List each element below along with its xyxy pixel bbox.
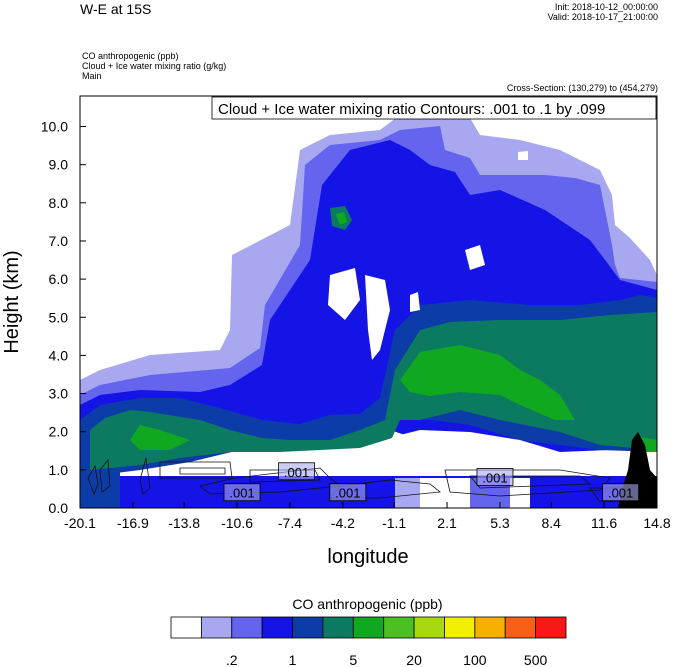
colorbar-swatch bbox=[535, 616, 567, 639]
co-band-green bbox=[130, 425, 190, 450]
plot-title: W-E at 15S bbox=[80, 1, 152, 17]
contour-label: .001 bbox=[608, 486, 633, 501]
y-tick-label: 8.0 bbox=[49, 195, 69, 211]
x-tick-label: -20.1 bbox=[64, 515, 96, 531]
co-band-green bbox=[400, 345, 575, 420]
contour-label: .001 bbox=[482, 470, 507, 485]
y-axis-label: Height (km) bbox=[1, 250, 23, 353]
colorbar-swatch bbox=[504, 616, 537, 639]
colorbar-swatch bbox=[383, 616, 415, 639]
y-tick-label: 2.0 bbox=[49, 424, 69, 440]
clear-region bbox=[410, 292, 420, 312]
clear-region bbox=[518, 151, 528, 160]
co-band-green-upper bbox=[336, 212, 347, 225]
field-label-domain: Main bbox=[82, 71, 102, 81]
colorbar-tick-label: 500 bbox=[524, 652, 548, 667]
field-label-cloud: Cloud + Ice water mixing ratio (g/kg) bbox=[82, 61, 227, 71]
colorbar-tick-label: 5 bbox=[349, 652, 357, 667]
colorbar-swatch bbox=[474, 616, 506, 639]
x-tick-label: 14.8 bbox=[643, 515, 670, 531]
y-tick-label: 7.0 bbox=[49, 233, 69, 249]
contour-legend: Cloud + Ice water mixing ratio Contours:… bbox=[218, 101, 605, 118]
colorbar-swatch bbox=[231, 616, 263, 639]
y-tick-label: 9.0 bbox=[49, 157, 69, 173]
clear-region bbox=[240, 160, 265, 182]
x-tick-label: 8.4 bbox=[541, 515, 561, 531]
colorbar-tick-label: 100 bbox=[463, 652, 487, 667]
co-band-teal bbox=[90, 312, 657, 470]
colorbar-swatch bbox=[170, 616, 202, 639]
valid-time-label: Valid: 2018-10-17_21:00:00 bbox=[547, 12, 658, 22]
colorbar-tick-label: 1 bbox=[289, 652, 297, 667]
contour-legend-box bbox=[211, 96, 657, 120]
colorbar-swatch bbox=[322, 616, 354, 639]
colorbar-swatch bbox=[261, 616, 293, 639]
y-tick-label: 4.0 bbox=[49, 347, 69, 363]
co-concentration-field bbox=[80, 112, 657, 508]
init-time-label: Init: 2018-10-12_00:00:00 bbox=[554, 2, 658, 12]
contour-labels: .001 .001 .001 .001 .001 bbox=[223, 462, 640, 502]
colorbar-title: CO anthropogenic (ppb) bbox=[292, 596, 443, 612]
x-tick-label: -13.8 bbox=[168, 515, 200, 531]
x-tick-label: -16.9 bbox=[117, 515, 149, 531]
x-tick-label: -4.2 bbox=[331, 515, 355, 531]
x-tick-label: 5.3 bbox=[490, 515, 510, 531]
colorbar-swatch bbox=[200, 616, 233, 639]
clear-region bbox=[400, 430, 560, 452]
contour-label-box bbox=[223, 483, 261, 502]
y-tick-label: 3.0 bbox=[49, 386, 69, 402]
cross-section-label: Cross-Section: (130,279) to (454,279) bbox=[506, 83, 658, 93]
contour-label: .001 bbox=[284, 465, 309, 480]
y-tick-label: 5.0 bbox=[49, 309, 69, 325]
x-tick-label: -10.6 bbox=[221, 515, 253, 531]
axes: -20.1 -16.9 -13.8 -10.6 -7.4 -4.2 -1.1 2.1 5.3 8.… bbox=[41, 119, 671, 531]
contour-label-box bbox=[602, 483, 640, 502]
colorbar-swatch bbox=[413, 616, 445, 639]
x-axis-label: longitude bbox=[327, 546, 408, 568]
y-tick-label: 6.0 bbox=[49, 271, 69, 287]
clear-region bbox=[365, 275, 390, 360]
plot-frame bbox=[79, 95, 658, 509]
x-tick-label: 11.6 bbox=[591, 515, 617, 531]
contour-label-box bbox=[476, 468, 514, 486]
co-surface-layer bbox=[80, 470, 120, 508]
y-tick-label: 0.0 bbox=[49, 500, 69, 516]
colorbar-tick-label: .2 bbox=[226, 652, 238, 667]
contour-label: .001 bbox=[335, 486, 360, 501]
colorbar-swatch bbox=[352, 616, 385, 639]
contour-label-box bbox=[329, 483, 367, 502]
colorbar-swatch bbox=[444, 616, 476, 639]
colorbar-swatch bbox=[292, 616, 324, 639]
colorbar: .2 1 5 20 100 500 bbox=[170, 616, 567, 667]
x-tick-label: 2.1 bbox=[437, 515, 457, 531]
contour-label: .001 bbox=[229, 486, 254, 501]
y-tick-label: 10.0 bbox=[41, 119, 68, 135]
colorbar-tick-label: 20 bbox=[406, 652, 422, 667]
clear-region bbox=[465, 245, 485, 270]
clear-region bbox=[328, 268, 360, 320]
x-tick-label: -7.4 bbox=[278, 515, 302, 531]
x-tick-label: -1.1 bbox=[382, 515, 406, 531]
field-label-co: CO anthropogenic (ppb) bbox=[82, 51, 179, 61]
y-tick-label: 1.0 bbox=[49, 462, 69, 478]
contour-label-box bbox=[278, 462, 315, 481]
